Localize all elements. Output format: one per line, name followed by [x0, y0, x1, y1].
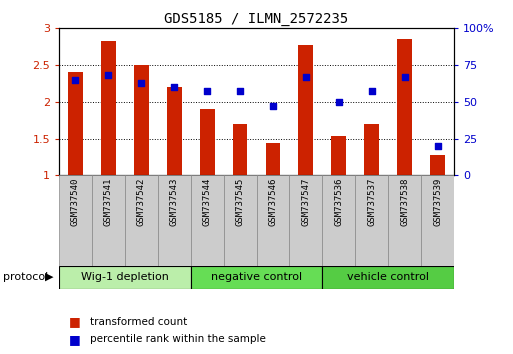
Text: GSM737547: GSM737547: [301, 178, 310, 226]
Text: GSM737538: GSM737538: [400, 178, 409, 226]
Text: protocol: protocol: [3, 272, 48, 282]
Text: ■: ■: [69, 315, 81, 328]
Text: GSM737541: GSM737541: [104, 178, 113, 226]
Point: [170, 84, 179, 90]
Text: percentile rank within the sample: percentile rank within the sample: [90, 334, 266, 344]
Point: [203, 88, 211, 94]
Point: [334, 99, 343, 105]
Text: GDS5185 / ILMN_2572235: GDS5185 / ILMN_2572235: [164, 12, 349, 27]
Point: [368, 88, 376, 94]
Text: ▶: ▶: [45, 272, 54, 282]
Bar: [355, 175, 388, 266]
Bar: [224, 175, 256, 266]
Text: GSM737544: GSM737544: [203, 178, 212, 226]
Text: ■: ■: [69, 333, 81, 346]
Bar: [125, 175, 158, 266]
Text: GSM737542: GSM737542: [137, 178, 146, 226]
Bar: [167, 87, 182, 175]
Bar: [92, 175, 125, 266]
Text: GSM737545: GSM737545: [235, 178, 245, 226]
Bar: [364, 124, 379, 175]
Point: [71, 77, 80, 82]
Text: transformed count: transformed count: [90, 316, 187, 327]
Bar: [191, 266, 322, 289]
Text: GSM737543: GSM737543: [170, 178, 179, 226]
Bar: [421, 175, 454, 266]
Bar: [232, 124, 247, 175]
Text: vehicle control: vehicle control: [347, 272, 429, 282]
Text: GSM737537: GSM737537: [367, 178, 376, 226]
Bar: [68, 73, 83, 175]
Text: Wig-1 depletion: Wig-1 depletion: [81, 272, 169, 282]
Point: [137, 80, 145, 86]
Bar: [266, 143, 281, 175]
Bar: [388, 175, 421, 266]
Point: [433, 143, 442, 149]
Point: [104, 73, 112, 78]
Point: [302, 74, 310, 80]
Text: GSM737539: GSM737539: [433, 178, 442, 226]
Point: [236, 88, 244, 94]
Text: negative control: negative control: [211, 272, 302, 282]
Bar: [322, 266, 454, 289]
Bar: [134, 65, 149, 175]
Bar: [430, 155, 445, 175]
Bar: [331, 136, 346, 175]
Bar: [322, 175, 355, 266]
Text: GSM737536: GSM737536: [334, 178, 343, 226]
Point: [401, 74, 409, 80]
Bar: [299, 45, 313, 175]
Bar: [59, 266, 191, 289]
Bar: [200, 109, 214, 175]
Bar: [397, 39, 412, 175]
Bar: [158, 175, 191, 266]
Bar: [59, 175, 92, 266]
Bar: [191, 175, 224, 266]
Bar: [101, 41, 116, 175]
Bar: [289, 175, 322, 266]
Point: [269, 103, 277, 109]
Text: GSM737546: GSM737546: [268, 178, 278, 226]
Text: GSM737540: GSM737540: [71, 178, 80, 226]
Bar: [256, 175, 289, 266]
